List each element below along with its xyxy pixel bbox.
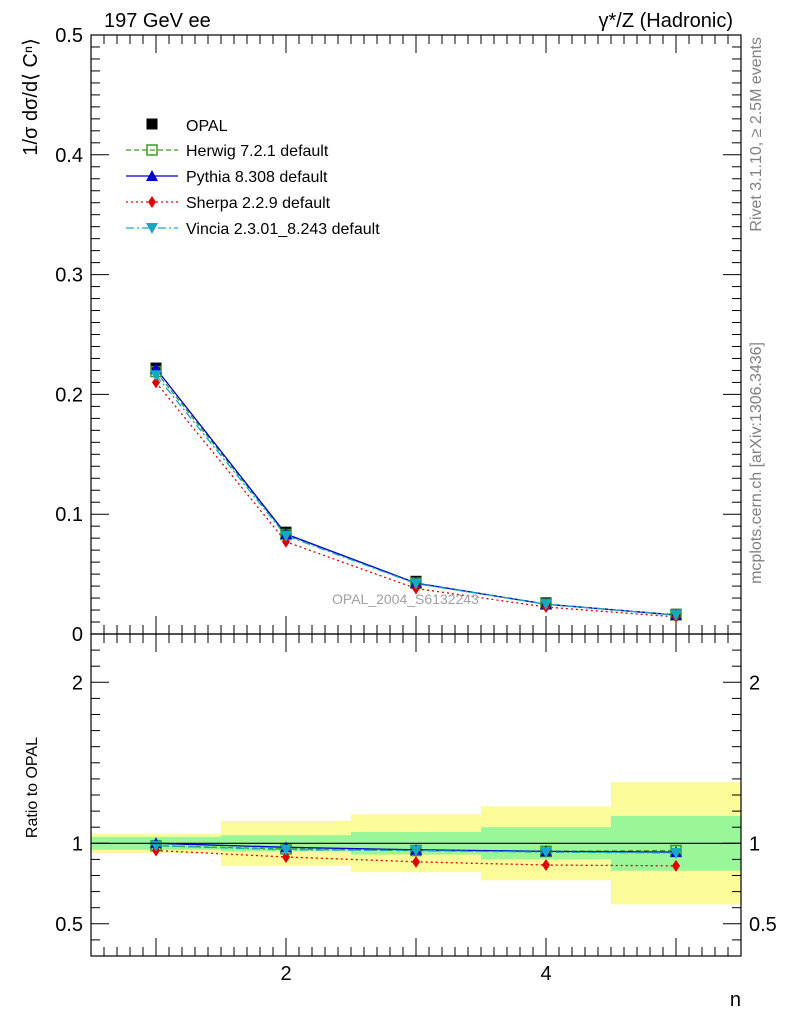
main-point-3 xyxy=(280,530,292,542)
axis-ticks xyxy=(91,34,742,956)
main-point-3 xyxy=(670,610,682,622)
ratio-point-2 xyxy=(542,859,550,872)
legend: OPAL Herwig 7.2.1 default Pythia 8.308 def… xyxy=(126,118,380,238)
main-point-3 xyxy=(540,599,552,611)
main-point-2 xyxy=(152,376,160,389)
legend-marker-2 xyxy=(148,196,156,208)
mcplots-label: mcplots.cern.ch [arXiv:1306.3436] xyxy=(748,342,765,584)
legend-marker-1 xyxy=(146,170,158,181)
ratio-point-3 xyxy=(410,845,422,857)
ratio-series xyxy=(150,837,682,872)
ratio-y-tick-label: 0.5 xyxy=(55,914,83,936)
main-series xyxy=(150,362,682,623)
main-y-tick-label: 0 xyxy=(72,624,83,646)
ratio-y-tick-label: 2 xyxy=(72,672,83,694)
legend-label-3: Vincia 2.3.01_8.243 default xyxy=(186,221,380,238)
ratio-point-2 xyxy=(672,859,680,872)
x-axis-label: n xyxy=(730,989,741,1011)
main-y-tick-label: 0.4 xyxy=(55,145,83,167)
ratio-point-2 xyxy=(412,855,420,868)
ratio-y-tick-label: 1 xyxy=(72,833,83,855)
ratio-point-2 xyxy=(282,850,290,863)
main-y-tick-label: 0.5 xyxy=(55,25,83,47)
main-y-tick-label: 0.2 xyxy=(55,384,83,406)
ratio-point-3 xyxy=(280,844,292,856)
legend-label-opal: OPAL xyxy=(186,118,228,135)
legend-marker-0 xyxy=(146,144,158,156)
main-point-3 xyxy=(150,370,162,382)
ratio-y-axis-label: Ratio to OPAL xyxy=(24,737,41,838)
tick-labels: 0 0.1 0.2 0.3 0.4 0.5 0.5 0.5 1 1 2 2 2 4 xyxy=(55,25,777,985)
x-tick-label: 2 xyxy=(280,963,291,985)
rivet-version-label: Rivet 3.1.10, ≥ 2.5M events xyxy=(748,37,765,232)
legend-label-0: Herwig 7.2.1 default xyxy=(186,143,329,160)
analysis-id-label: OPAL_2004_S6132243 xyxy=(332,591,479,607)
main-y-tick-label: 0.3 xyxy=(55,265,83,287)
ratio-y-tick-label-right: 1 xyxy=(749,833,760,855)
legend-label-2: Sherpa 2.2.9 default xyxy=(186,195,331,212)
main-y-tick-label: 0.1 xyxy=(55,504,83,526)
energy-label: 197 GeV ee xyxy=(104,10,211,32)
legend-marker-3 xyxy=(146,223,158,234)
legend-label-1: Pythia 8.308 default xyxy=(186,169,328,186)
ratio-point-3 xyxy=(540,847,552,859)
main-point-3 xyxy=(410,578,422,590)
main-y-axis-label: 1/σ dσ/d⟨ Cⁿ⟩ xyxy=(20,38,42,156)
ratio-y-tick-label-right: 2 xyxy=(749,672,760,694)
ratio-point-3 xyxy=(670,847,682,859)
ratio-y-tick-label-right: 0.5 xyxy=(749,914,777,936)
x-tick-label: 4 xyxy=(540,963,551,985)
legend-marker-opal xyxy=(146,118,158,130)
process-label: γ*/Z (Hadronic) xyxy=(599,10,733,32)
